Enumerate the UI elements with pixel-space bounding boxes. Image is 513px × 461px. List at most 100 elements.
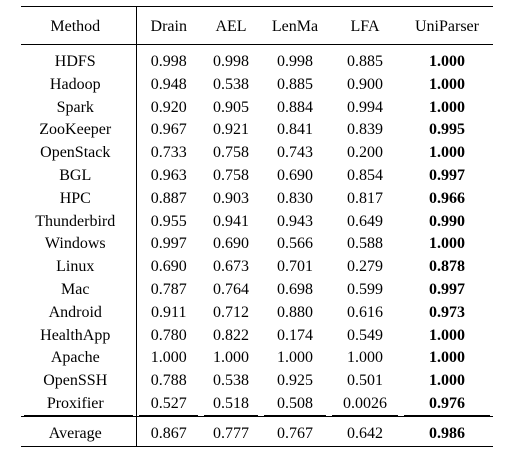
- cell-lfa: 0.279: [347, 258, 383, 276]
- cell-lenma: 0.690: [277, 166, 313, 184]
- table-average-section: Average 0.867 0.777 0.767 0.642 0.986: [21, 415, 493, 447]
- cell-lfa: 0.854: [347, 166, 383, 184]
- header-drain: Drain: [136, 6, 201, 45]
- cell-uniparser: 0.997: [429, 280, 465, 298]
- table-row: Mac 0.787 0.764 0.698 0.599 0.997: [21, 278, 493, 302]
- cell-lenma: 0.174: [277, 326, 313, 344]
- table-row: HPC 0.887 0.903 0.830 0.817 0.966: [21, 187, 493, 211]
- table-row: Windows 0.997 0.690 0.566 0.588 1.000: [21, 233, 493, 257]
- table-row: BGL 0.963 0.758 0.690 0.854 0.997: [21, 164, 493, 188]
- average-lfa: 0.642: [329, 415, 401, 447]
- cell-method: HDFS: [21, 43, 137, 74]
- cell-ael: 0.998: [201, 43, 261, 74]
- cell-drain: 0.948: [150, 75, 187, 93]
- average-lenma: 0.767: [261, 415, 329, 447]
- cell-ael: 0.764: [213, 280, 249, 298]
- cell-lfa: 0.200: [347, 144, 383, 162]
- cell-ael: 0.712: [213, 303, 249, 321]
- cell-uniparser: 0.976: [429, 394, 465, 412]
- cell-uniparser: 1.000: [429, 326, 465, 344]
- cell-drain: 0.911: [151, 303, 187, 321]
- cell-lenma: 0.701: [277, 258, 313, 276]
- cell-lenma: 0.943: [277, 212, 313, 230]
- cell-uniparser: 1.000: [429, 372, 465, 390]
- cell-ael: 0.538: [213, 372, 249, 390]
- header-ael: AEL: [201, 6, 261, 45]
- average-drain: 0.867: [136, 415, 201, 447]
- average-row: Average 0.867 0.777 0.767 0.642 0.986: [21, 415, 493, 447]
- cell-method: Proxifier: [21, 392, 137, 417]
- cell-uniparser: 0.973: [429, 303, 465, 321]
- cell-lenma: 0.841: [277, 121, 313, 139]
- cell-drain: 0.690: [150, 258, 187, 276]
- cell-method: OpenStack: [21, 142, 137, 165]
- cell-drain: 0.967: [150, 121, 187, 139]
- cell-lfa: 0.549: [347, 326, 383, 344]
- cell-method: BGL: [21, 164, 137, 188]
- cell-uniparser: 1.000: [429, 75, 465, 93]
- cell-lenma: 0.566: [277, 235, 313, 253]
- table-row: Apache 1.000 1.000 1.000 1.000 1.000: [21, 347, 493, 371]
- cell-ael: 0.518: [213, 394, 249, 412]
- cell-method: Mac: [21, 278, 137, 302]
- cell-method: Apache: [21, 347, 137, 371]
- cell-lenma: 0.698: [277, 280, 313, 298]
- cell-lfa: 0.649: [347, 212, 383, 230]
- cell-ael: 1.000: [213, 349, 249, 367]
- cell-lenma: 0.885: [277, 75, 313, 93]
- results-table-container: Method Drain AEL LenMa LFA UniParser HDF…: [21, 6, 493, 447]
- cell-uniparser: 1.000: [429, 235, 465, 253]
- cell-uniparser: 1.000: [429, 98, 465, 116]
- table-header-row: Method Drain AEL LenMa LFA UniParser: [21, 6, 493, 45]
- cell-lfa: 0.994: [347, 98, 383, 116]
- cell-lenma: 0.743: [277, 144, 313, 162]
- cell-lfa: 0.900: [347, 75, 383, 93]
- cell-method: Thunderbird: [21, 210, 137, 234]
- cell-uniparser: 1.000: [401, 43, 493, 74]
- cell-drain: 0.920: [150, 98, 187, 116]
- cell-drain: 0.788: [150, 372, 187, 390]
- table-row: OpenSSH 0.788 0.538 0.925 0.501 1.000: [21, 370, 493, 393]
- cell-lenma: 0.508: [277, 394, 313, 412]
- cell-ael: 0.941: [213, 212, 249, 230]
- table-row: ZooKeeper 0.967 0.921 0.841 0.839 0.995: [21, 119, 493, 143]
- cell-ael: 0.758: [213, 144, 249, 162]
- cell-uniparser: 0.995: [429, 121, 465, 139]
- cell-lfa: 0.885: [329, 43, 401, 74]
- cell-method: ZooKeeper: [21, 119, 137, 143]
- cell-method: HPC: [21, 187, 137, 211]
- table-row: Proxifier 0.527 0.518 0.508 0.0026 0.976: [21, 392, 493, 417]
- table-row: Android 0.911 0.712 0.880 0.616 0.973: [21, 301, 493, 325]
- cell-lenma: 0.884: [277, 98, 313, 116]
- cell-lenma: 0.925: [277, 372, 313, 390]
- cell-drain: 0.787: [150, 280, 187, 298]
- table-row: Linux 0.690 0.673 0.701 0.279 0.878: [21, 256, 493, 279]
- cell-lfa: 0.599: [347, 280, 383, 298]
- cell-drain: 1.000: [150, 349, 187, 367]
- table-row: Spark 0.920 0.905 0.884 0.994 1.000: [21, 96, 493, 120]
- cell-lfa: 0.616: [347, 303, 383, 321]
- cell-lenma: 0.998: [261, 43, 329, 74]
- cell-method: Hadoop: [21, 73, 137, 97]
- header-uniparser: UniParser: [401, 6, 493, 45]
- cell-method: Spark: [21, 96, 137, 120]
- cell-ael: 0.758: [213, 166, 249, 184]
- table-row: Thunderbird 0.955 0.941 0.943 0.649 0.990: [21, 210, 493, 234]
- cell-lfa: 0.0026: [343, 394, 387, 412]
- cell-ael: 0.538: [213, 75, 249, 93]
- average-label: Average: [21, 415, 137, 447]
- cell-lenma: 0.880: [277, 303, 313, 321]
- cell-method: Linux: [21, 256, 137, 279]
- cell-drain: 0.887: [150, 189, 187, 207]
- cell-drain: 0.780: [150, 326, 187, 344]
- cell-drain: 0.733: [150, 144, 187, 162]
- cell-uniparser: 1.000: [429, 349, 465, 367]
- cell-method: Android: [21, 301, 137, 325]
- cell-ael: 0.903: [213, 189, 249, 207]
- cell-uniparser: 0.997: [429, 166, 465, 184]
- cell-method: HealthApp: [21, 324, 137, 348]
- cell-lfa: 0.588: [347, 235, 383, 253]
- cell-ael: 0.822: [213, 326, 249, 344]
- cell-uniparser: 1.000: [429, 144, 465, 162]
- results-table: Method Drain AEL LenMa LFA UniParser HDF…: [21, 6, 493, 447]
